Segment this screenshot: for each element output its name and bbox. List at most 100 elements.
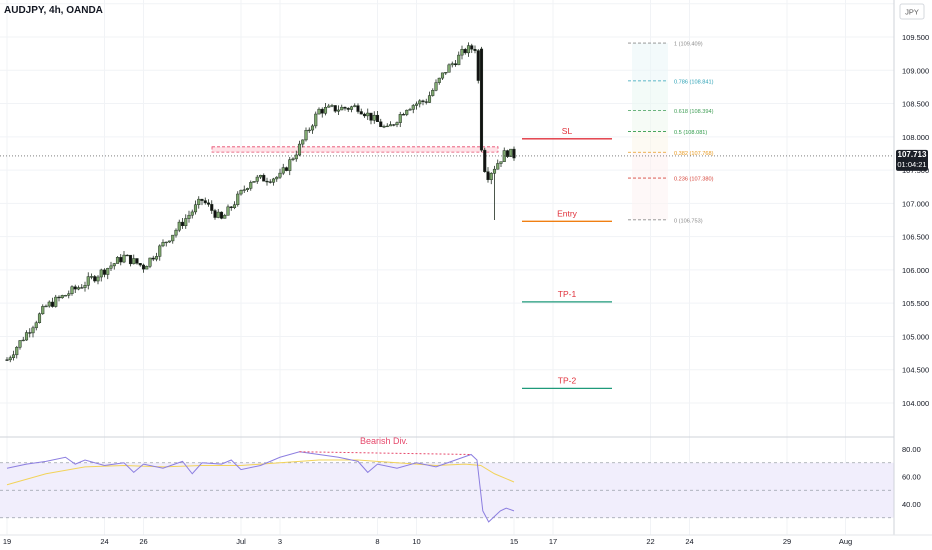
fib-zone — [632, 131, 668, 153]
trade-level-label: TP-1 — [558, 289, 577, 299]
fib-zone — [632, 110, 668, 132]
candle-body — [333, 105, 337, 112]
price-tick-label: 108.500 — [902, 100, 929, 109]
candle-body — [135, 258, 139, 264]
candle-body — [437, 77, 441, 83]
candle-body — [473, 49, 477, 51]
time-tick-label: 3 — [278, 537, 282, 546]
price-tick-label: 105.500 — [902, 299, 929, 308]
candle-body — [362, 113, 367, 117]
candle-body — [57, 296, 61, 299]
fib-zone — [632, 152, 668, 179]
candle-body — [401, 114, 406, 116]
price-tick-label: 107.000 — [902, 199, 929, 208]
candle-body — [193, 204, 198, 213]
candle-body — [5, 359, 9, 361]
candle-body — [138, 263, 142, 266]
candle-body — [453, 63, 458, 66]
candle-body — [297, 143, 302, 156]
fib-level-label: 0 (106.753) — [674, 218, 703, 224]
candle-body — [177, 221, 181, 231]
candle-body — [122, 254, 126, 263]
candle-body — [265, 180, 269, 183]
candle-body — [213, 210, 217, 218]
candle-body — [310, 125, 315, 131]
candle-body — [314, 113, 318, 127]
candle-body — [109, 265, 113, 269]
candle-body — [336, 109, 341, 112]
time-tick-label: Aug — [839, 537, 852, 546]
rsi-axis: 80.00 60.00 40.00 — [902, 445, 921, 509]
rsi-tick-label: 40.00 — [902, 500, 921, 509]
last-price-value: 107.713 — [898, 150, 927, 159]
candle-body — [89, 276, 94, 278]
fib-level-label: 0.236 (107.380) — [674, 177, 714, 183]
candle-body — [44, 305, 48, 308]
candle-body — [317, 108, 321, 115]
bearish-divergence-label: Bearish Div. — [360, 436, 408, 446]
candle-body — [242, 189, 246, 191]
rsi-tick-label: 60.00 — [902, 473, 921, 482]
candle-body — [41, 306, 45, 315]
candle-body — [93, 276, 97, 282]
candle-body — [54, 296, 58, 307]
trade-level-label: SL — [562, 126, 573, 136]
price-tick-label: 106.500 — [902, 233, 929, 242]
candle-body — [99, 269, 103, 278]
fib-zone — [632, 178, 668, 220]
candle-body — [466, 45, 471, 54]
candle-body — [301, 139, 305, 145]
price-tick-label: 108.000 — [902, 133, 929, 142]
price-tick-label: 106.000 — [902, 266, 929, 275]
candle-body — [284, 167, 289, 171]
time-tick-label: 24 — [685, 537, 693, 546]
candle-body — [271, 178, 276, 183]
price-tick-label: 109.500 — [902, 33, 929, 42]
candle-body — [294, 154, 298, 160]
time-tick-label: 10 — [412, 537, 420, 546]
candle-body — [239, 190, 243, 195]
candle-body — [330, 105, 334, 107]
candle-body — [291, 158, 295, 160]
candle-body — [167, 240, 172, 243]
candle-body — [512, 148, 516, 159]
time-tick-label: 19 — [3, 537, 11, 546]
candle-body — [258, 174, 263, 178]
candle-body — [288, 159, 292, 171]
candle-body — [499, 161, 503, 164]
candle-body — [24, 332, 29, 341]
candlestick-series — [5, 42, 516, 363]
candle-body — [190, 211, 194, 216]
candle-body — [275, 176, 279, 180]
time-tick-label: 24 — [100, 537, 108, 546]
currency-label: JPY — [905, 8, 919, 17]
rsi-lines — [6, 451, 515, 523]
candle-body — [460, 49, 464, 56]
candle-body — [492, 168, 497, 174]
candle-body — [447, 64, 451, 73]
candle-body — [369, 112, 373, 121]
currency-button[interactable] — [899, 3, 925, 20]
candle-body — [427, 95, 432, 103]
candle-body — [184, 218, 188, 227]
candle-body — [119, 257, 123, 263]
rsi-line — [6, 451, 515, 523]
candle-body — [60, 295, 64, 299]
candle-body — [340, 106, 344, 111]
candle-body — [210, 204, 214, 211]
candle-body — [96, 276, 100, 282]
candle-body — [388, 124, 393, 127]
candle-body — [229, 206, 233, 208]
candle-body — [50, 301, 55, 307]
resistance-zone-box — [211, 146, 499, 153]
candle-body — [67, 293, 71, 296]
time-tick-label: 15 — [510, 537, 518, 546]
last-price-tag: 107.713 01:04:21 — [896, 149, 928, 171]
candle-body — [398, 114, 402, 123]
candle-body — [102, 269, 107, 275]
candle-body — [171, 234, 175, 242]
candle-body — [249, 182, 253, 189]
candle-body — [343, 106, 347, 109]
candle-body — [509, 148, 513, 157]
